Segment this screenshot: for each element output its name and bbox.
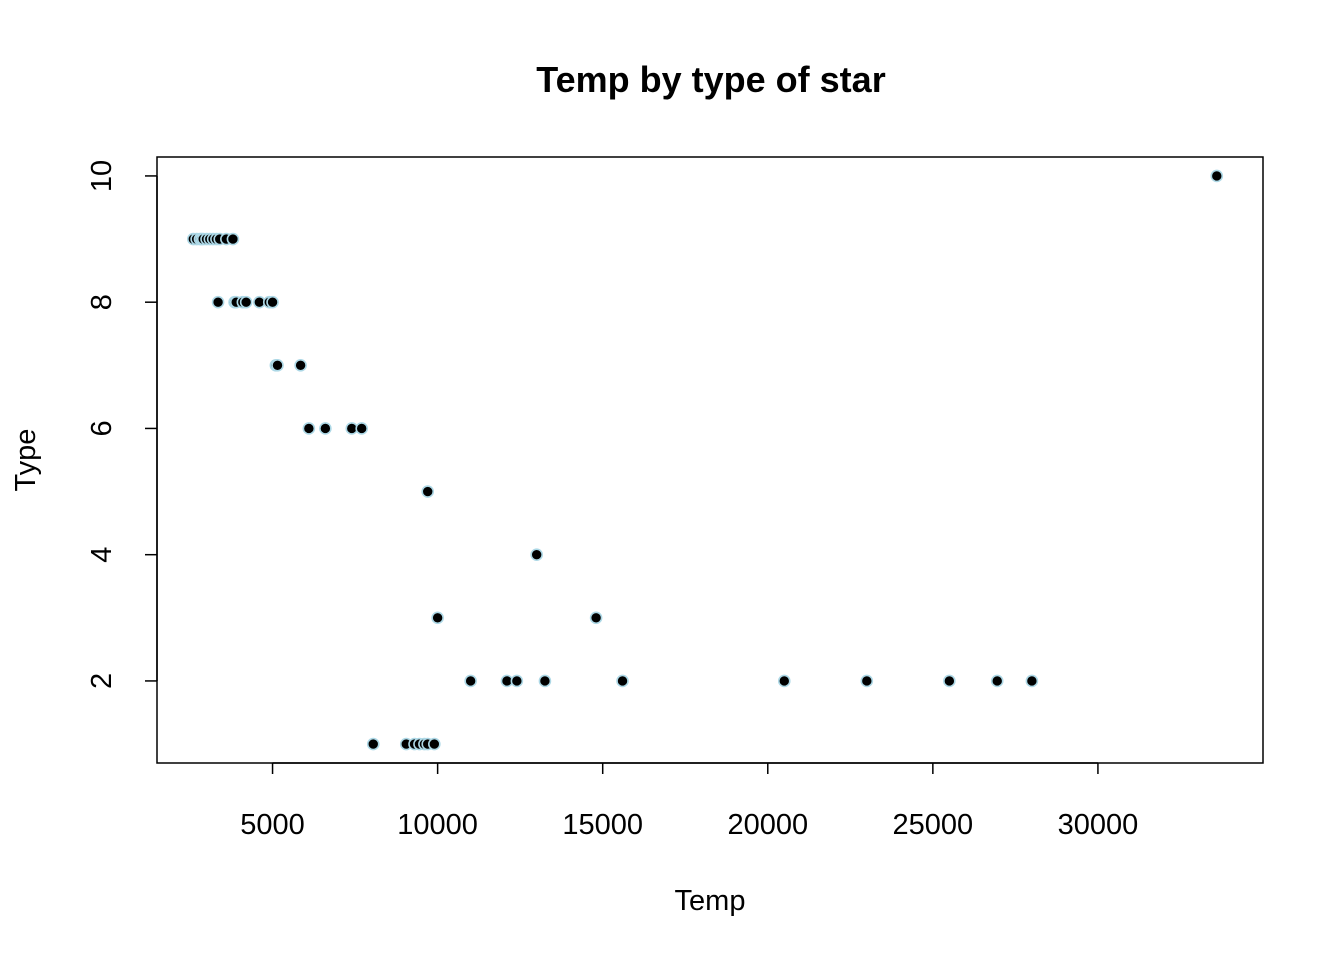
y-axis: 2 4 6 8 10 bbox=[86, 160, 158, 689]
data-point bbox=[421, 485, 435, 498]
data-point bbox=[943, 674, 956, 688]
data-point bbox=[464, 674, 477, 688]
data-point bbox=[530, 548, 543, 561]
data-point bbox=[239, 295, 253, 309]
data-point bbox=[538, 674, 552, 688]
data-points bbox=[187, 169, 1224, 751]
data-point bbox=[319, 422, 332, 435]
x-tick-label: 25000 bbox=[893, 809, 974, 841]
y-axis-label: Type bbox=[10, 429, 42, 492]
y-tick-label: 8 bbox=[86, 294, 118, 310]
y-tick-label: 4 bbox=[86, 547, 118, 563]
data-point bbox=[428, 737, 441, 751]
data-point bbox=[1210, 169, 1224, 183]
data-point bbox=[589, 611, 603, 625]
data-point bbox=[860, 674, 874, 688]
x-axis-label: Temp bbox=[675, 885, 746, 917]
data-point bbox=[211, 295, 225, 309]
x-tick-label: 10000 bbox=[397, 809, 478, 841]
data-point bbox=[366, 737, 380, 751]
data-point bbox=[990, 674, 1004, 688]
data-point bbox=[431, 611, 444, 625]
x-axis: 5000 10000 15000 20000 25000 30000 bbox=[240, 762, 1139, 841]
y-tick-label: 2 bbox=[86, 673, 118, 689]
x-tick-label: 5000 bbox=[240, 809, 305, 841]
chart-title: Temp by type of star bbox=[536, 59, 885, 100]
data-point bbox=[271, 359, 284, 372]
data-point bbox=[355, 422, 368, 435]
data-point bbox=[510, 674, 524, 688]
x-tick-label: 30000 bbox=[1058, 809, 1139, 841]
y-tick-label: 10 bbox=[86, 160, 118, 192]
data-point bbox=[266, 295, 279, 309]
data-point bbox=[616, 674, 629, 688]
y-tick-label: 6 bbox=[86, 420, 118, 436]
data-point bbox=[294, 359, 307, 372]
plot-area-frame bbox=[156, 156, 1264, 764]
x-tick-label: 15000 bbox=[562, 809, 643, 841]
x-tick-label: 20000 bbox=[727, 809, 808, 841]
data-point bbox=[226, 232, 240, 246]
data-point bbox=[302, 422, 316, 435]
data-point bbox=[1025, 674, 1039, 688]
data-point bbox=[777, 674, 791, 688]
